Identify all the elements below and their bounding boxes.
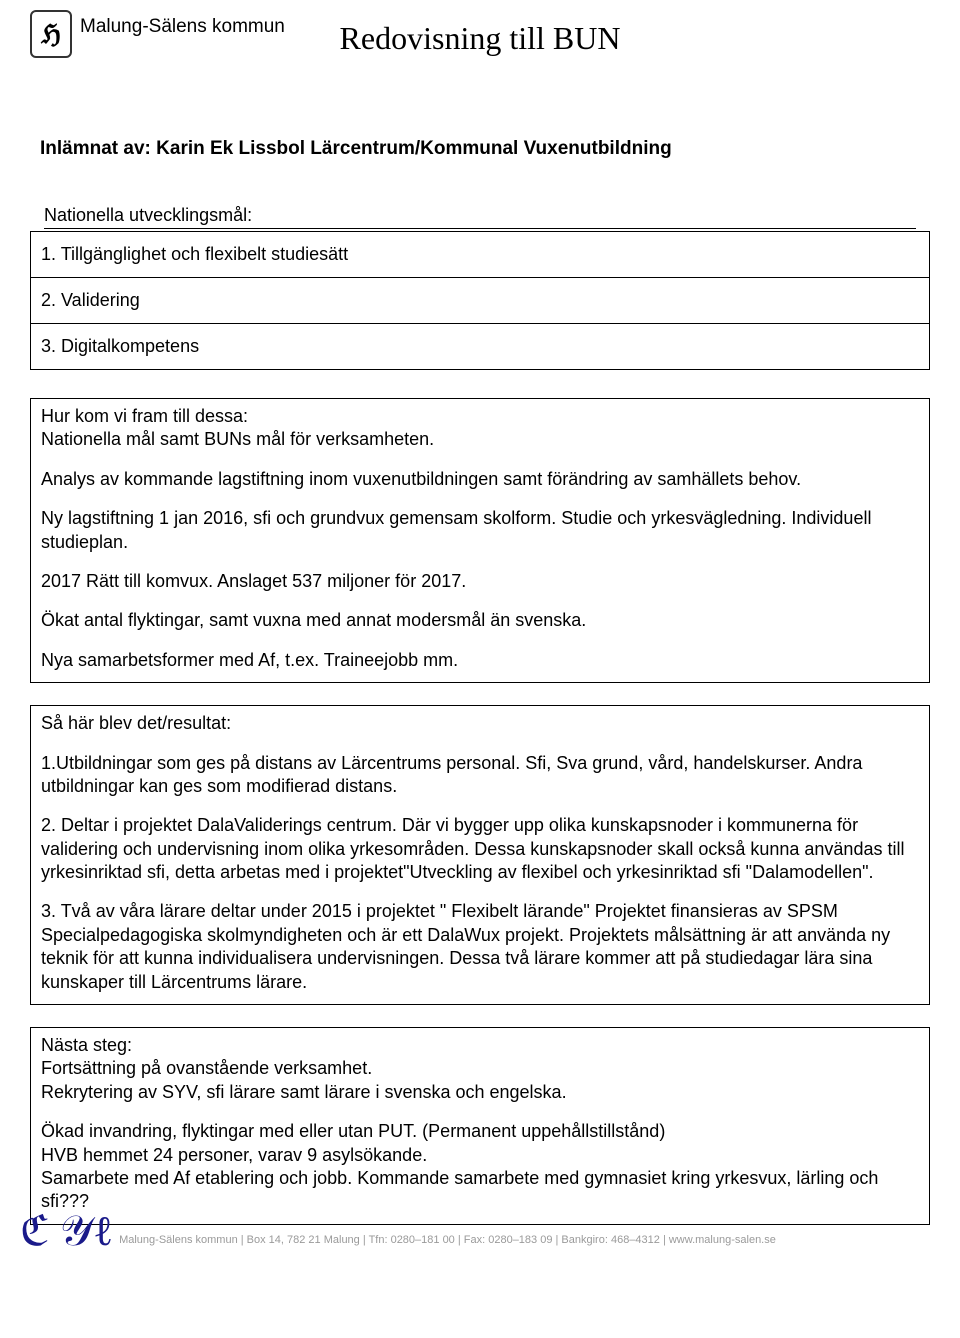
result-paragraph: 3. Två av våra lärare deltar under 2015 … [41, 900, 919, 994]
submitted-by-value: Karin Ek Lissbol Lärcentrum/Kommunal Vux… [156, 138, 672, 159]
organization-name: Malung-Sälens kommun [80, 16, 285, 38]
how-paragraph: 2017 Rätt till komvux. Anslaget 537 milj… [41, 570, 919, 593]
how-paragraph: Ökat antal flyktingar, samt vuxna med an… [41, 609, 919, 632]
footer-contact-text: Malung-Sälens kommun | Box 14, 782 21 Ma… [119, 1234, 776, 1250]
next-line: Ökad invandring, flyktingar med eller ut… [41, 1120, 919, 1143]
goal-item: 1. Tillgänglighet och flexibelt studiesä… [31, 232, 929, 278]
how-subline: Nationella mål samt BUNs mål för verksam… [41, 428, 919, 451]
how-we-arrived-box: Hur kom vi fram till dessa: Nationella m… [30, 398, 930, 683]
result-heading: Så här blev det/resultat: [41, 712, 919, 735]
next-line: Samarbete med Af etablering och jobb. Ko… [41, 1167, 919, 1214]
goal-item: 2. Validering [31, 278, 929, 324]
how-paragraph: Analys av kommande lagstiftning inom vux… [41, 468, 919, 491]
how-heading: Hur kom vi fram till dessa: [41, 405, 919, 428]
page-title: Redovisning till BUN [340, 20, 621, 57]
submitted-by-line: Inlämnat av: Karin Ek Lissbol Lärcentrum… [40, 138, 930, 160]
next-steps-box: Nästa steg: Fortsättning på ovanstående … [30, 1027, 930, 1225]
submitted-by-label: Inlämnat av: [40, 138, 151, 159]
result-paragraph: 2. Deltar i projektet DalaValiderings ce… [41, 814, 919, 884]
goals-section-label: Nationella utvecklingsmål: [44, 205, 916, 229]
logo-glyph: ℌ [41, 21, 61, 47]
next-line: HVB hemmet 24 personer, varav 9 asylsöka… [41, 1144, 919, 1167]
goal-item: 3. Digitalkompetens [31, 324, 929, 369]
document-header: ℌ Malung-Sälens kommun Redovisning till … [30, 10, 930, 58]
how-paragraph: Nya samarbetsformer med Af, t.ex. Traine… [41, 649, 919, 672]
municipality-logo: ℌ [30, 10, 72, 58]
next-line: Fortsättning på ovanstående verksamhet. [41, 1057, 919, 1080]
signature-mark: ℭ 𝒴ℓ [20, 1216, 113, 1250]
next-line: Rekrytering av SYV, sfi lärare samt lära… [41, 1081, 919, 1104]
result-paragraph: 1.Utbildningar som ges på distans av Lär… [41, 752, 919, 799]
goals-box: 1. Tillgänglighet och flexibelt studiesä… [30, 231, 930, 370]
footer: ℭ 𝒴ℓ Malung-Sälens kommun | Box 14, 782 … [20, 1216, 930, 1250]
how-paragraph: Ny lagstiftning 1 jan 2016, sfi och grun… [41, 507, 919, 554]
result-box: Så här blev det/resultat: 1.Utbildningar… [30, 705, 930, 1005]
next-heading: Nästa steg: [41, 1034, 919, 1057]
